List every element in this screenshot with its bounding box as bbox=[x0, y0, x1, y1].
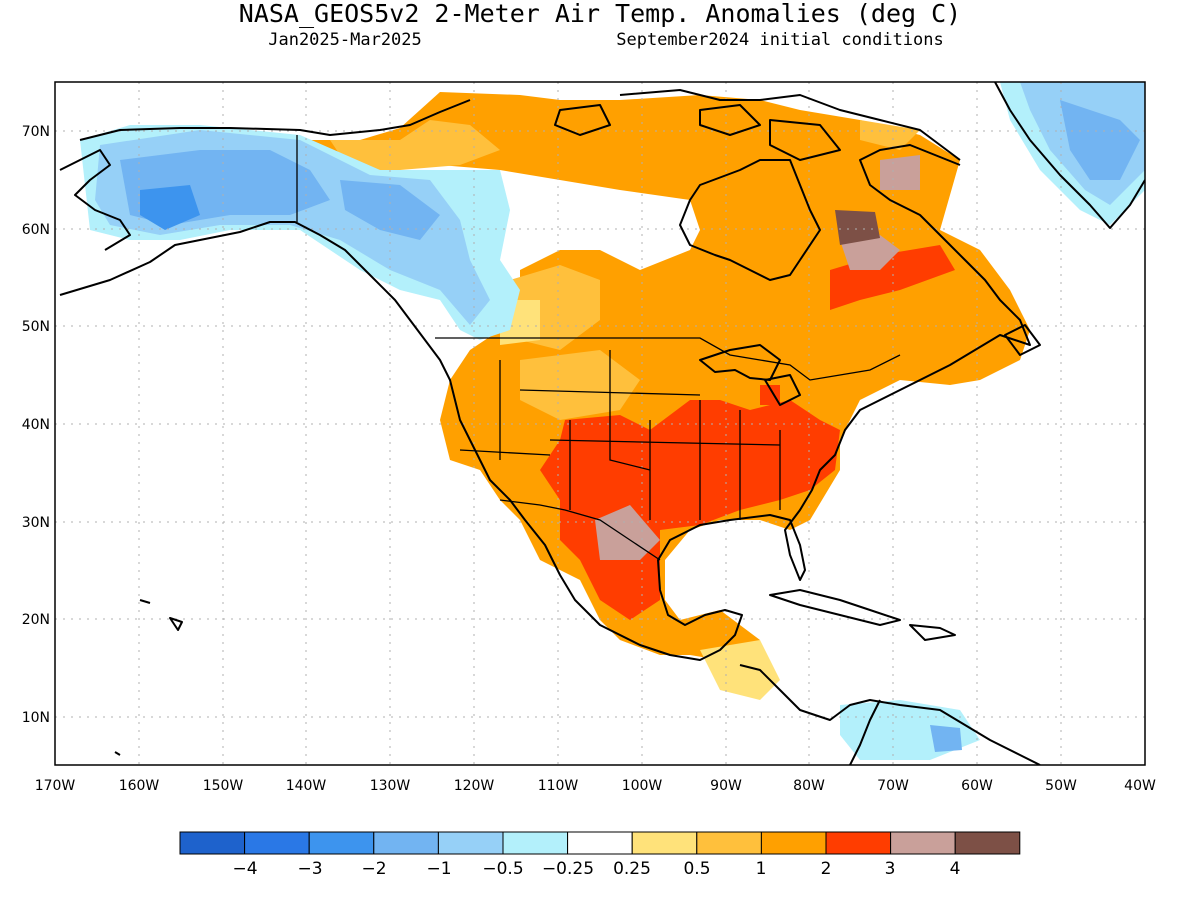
lon-label-140w: 140W bbox=[286, 778, 327, 794]
colorbar-cell bbox=[437, 831, 504, 855]
lon-label-100w: 100W bbox=[622, 778, 663, 794]
anomaly-shading bbox=[80, 82, 1145, 760]
lon-label-60w: 60W bbox=[961, 778, 993, 794]
lon-label-150w: 150W bbox=[203, 778, 244, 794]
lat-label-10n: 10N bbox=[22, 710, 50, 726]
longitude-labels: 170W 160W 150W 140W 130W 120W 110W 100W … bbox=[35, 778, 1156, 794]
map-frame bbox=[54, 81, 1146, 766]
map-title: NASA_GEOS5v2 2-Meter Air Temp. Anomalies… bbox=[239, 0, 961, 28]
colorbar-label: 2 bbox=[821, 859, 832, 879]
colorbar-label: 1 bbox=[756, 859, 767, 879]
colorbar-cell bbox=[567, 831, 633, 855]
coastlines bbox=[59, 82, 1145, 765]
colorbar-label: −1 bbox=[426, 859, 451, 879]
colorbar-label: 0.5 bbox=[683, 859, 710, 879]
colorbar-cell bbox=[373, 831, 439, 855]
colorbar-cell bbox=[308, 831, 375, 855]
map-area bbox=[55, 82, 1145, 765]
anomaly-region-minus2-to-minus3 bbox=[140, 185, 200, 230]
lon-label-120w: 120W bbox=[454, 778, 495, 794]
lat-label-70n: 70N bbox=[22, 124, 50, 140]
colorbar-label: 0.25 bbox=[613, 859, 651, 879]
latitude-labels: 70N 60N 50N 40N 30N 20N 10N bbox=[22, 124, 50, 726]
lon-label-160w: 160W bbox=[119, 778, 160, 794]
colorbar-cell bbox=[696, 831, 762, 855]
colorbar-cells bbox=[179, 831, 1021, 855]
colorbar-label: −2 bbox=[361, 859, 386, 879]
anomaly-region-0p5-to-1-labrador bbox=[860, 120, 920, 150]
anomaly-region-3-to-4 bbox=[595, 505, 660, 560]
period-subtitle: Jan2025-Mar2025 bbox=[268, 30, 422, 50]
colorbar-label: −0.5 bbox=[482, 859, 523, 879]
anomaly-region-2-to-3-ontario bbox=[760, 385, 780, 405]
anomaly-region-0p5-to-1 bbox=[330, 120, 500, 170]
lon-label-80w: 80W bbox=[793, 778, 825, 794]
colorbar-cell bbox=[954, 831, 1021, 855]
lon-label-70w: 70W bbox=[877, 778, 909, 794]
lat-label-20n: 20N bbox=[22, 612, 50, 628]
lon-label-130w: 130W bbox=[370, 778, 411, 794]
anomaly-region-3-to-4-quebec bbox=[840, 235, 900, 270]
colorbar-labels: −4 −3 −2 −1 −0.5 −0.25 0.25 0.5 1 2 3 4 bbox=[232, 859, 960, 879]
lat-label-40n: 40N bbox=[22, 417, 50, 433]
colorbar-label: −0.25 bbox=[542, 859, 594, 879]
lon-label-50w: 50W bbox=[1045, 778, 1077, 794]
graticule bbox=[55, 82, 1145, 765]
initial-conditions-subtitle: September2024 initial conditions bbox=[616, 30, 944, 50]
colorbar-label: 4 bbox=[950, 859, 961, 879]
colorbar-cell bbox=[179, 831, 246, 855]
colorbar-cell bbox=[825, 831, 892, 855]
anomaly-region-above-4 bbox=[835, 210, 880, 245]
colorbar-label: 3 bbox=[885, 859, 896, 879]
colorbar-label: −4 bbox=[232, 859, 257, 879]
lon-label-90w: 90W bbox=[710, 778, 742, 794]
colorbar-cell bbox=[760, 831, 827, 855]
anomaly-region-0p25-to-0p5-central-america bbox=[700, 640, 780, 700]
colorbar-cell bbox=[502, 831, 569, 855]
colorbar-label: −3 bbox=[297, 859, 322, 879]
anomaly-region-greenland-minus2 bbox=[1060, 100, 1140, 180]
anomaly-region-3-to-4-ungava bbox=[880, 155, 920, 190]
lon-label-170w: 170W bbox=[35, 778, 76, 794]
lon-label-40w: 40W bbox=[1124, 778, 1156, 794]
colorbar-cell bbox=[890, 831, 956, 855]
anomaly-region-south-america-minus1 bbox=[930, 725, 962, 752]
lat-label-30n: 30N bbox=[22, 515, 50, 531]
colorbar-cell bbox=[244, 831, 310, 855]
political-borders bbox=[296, 135, 901, 561]
colorbar: −4 −3 −2 −1 −0.5 −0.25 0.25 0.5 1 2 3 4 bbox=[179, 831, 1021, 879]
colorbar-cell bbox=[631, 831, 698, 855]
lat-label-50n: 50N bbox=[22, 319, 50, 335]
lon-label-110w: 110W bbox=[538, 778, 579, 794]
anomaly-region-2-to-3 bbox=[540, 400, 840, 620]
lat-label-60n: 60N bbox=[22, 222, 50, 238]
